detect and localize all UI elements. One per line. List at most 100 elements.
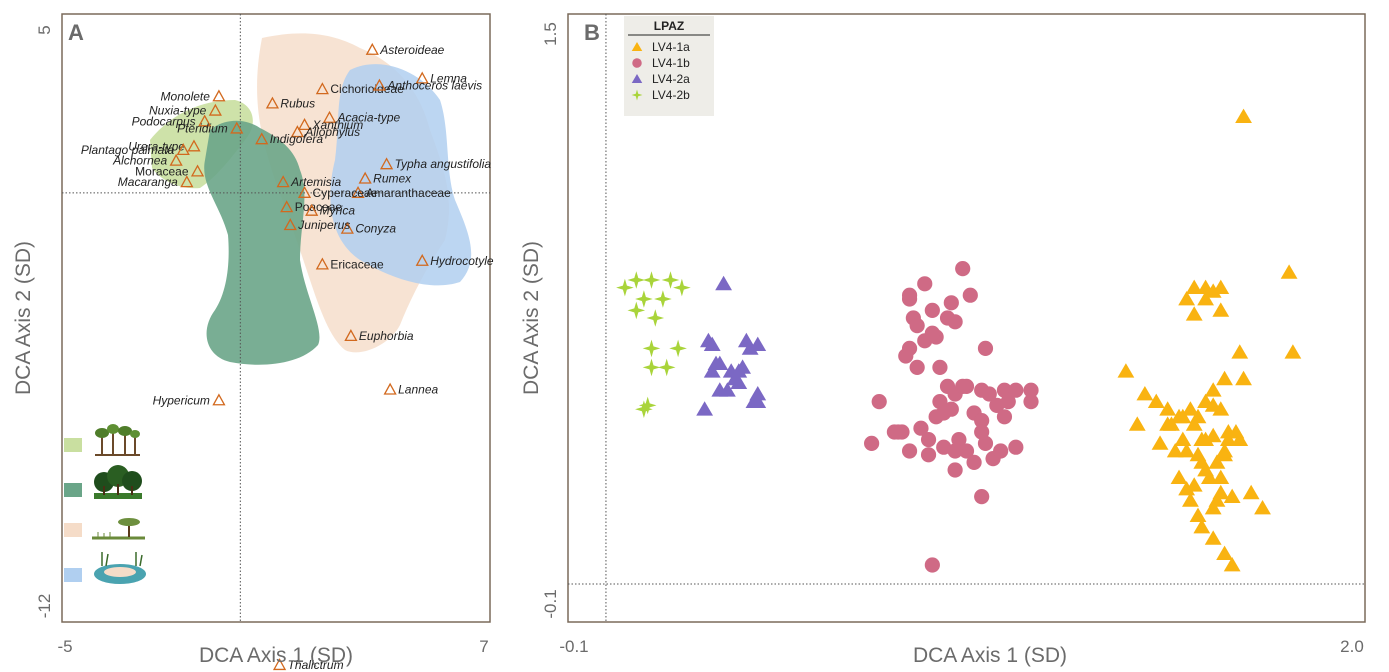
taxon-marker bbox=[272, 658, 287, 671]
data-point bbox=[924, 325, 940, 341]
taxon-marker bbox=[315, 257, 329, 270]
data-point bbox=[1023, 394, 1039, 410]
legend-label-lv4-2b: LV4-2b bbox=[652, 88, 690, 102]
data-point bbox=[974, 489, 990, 505]
forest-dense-icon bbox=[94, 465, 142, 499]
taxon-label: Indigofera bbox=[270, 132, 324, 146]
data-point bbox=[616, 278, 634, 297]
data-point bbox=[1174, 431, 1192, 446]
data-point bbox=[943, 295, 959, 311]
taxon-marker bbox=[230, 121, 244, 134]
taxon-label: Macaranga bbox=[118, 175, 178, 189]
data-point bbox=[1208, 454, 1226, 469]
a-x-axis-title: DCA Axis 1 (SD) bbox=[199, 644, 353, 667]
data-point bbox=[955, 378, 971, 394]
data-point bbox=[928, 409, 944, 425]
data-point bbox=[898, 348, 914, 364]
region-dark-green bbox=[204, 120, 320, 365]
taxon-label: Amaranthaceae bbox=[366, 186, 451, 200]
data-point bbox=[913, 420, 929, 436]
legend-marker-lv4-2b bbox=[631, 89, 643, 101]
data-point bbox=[958, 443, 975, 459]
taxon-label: Nuxia-type bbox=[149, 104, 207, 118]
data-point bbox=[1178, 291, 1196, 306]
series-lv4-2b bbox=[616, 271, 691, 418]
data-point bbox=[673, 278, 691, 297]
data-point bbox=[1185, 306, 1203, 321]
data-point bbox=[1223, 488, 1241, 503]
data-point bbox=[1231, 431, 1249, 446]
taxon-marker bbox=[358, 171, 372, 184]
data-point bbox=[1023, 382, 1039, 398]
data-point bbox=[1182, 492, 1199, 507]
data-point bbox=[1231, 344, 1249, 359]
taxon-label: Typha angustifolia bbox=[395, 157, 492, 171]
forest-open-icon bbox=[95, 424, 140, 456]
data-point bbox=[1189, 446, 1207, 462]
taxon-label: Monolete bbox=[161, 89, 211, 103]
data-point bbox=[947, 443, 963, 459]
data-point bbox=[711, 382, 729, 397]
taxon-marker bbox=[297, 118, 312, 131]
data-point bbox=[1212, 484, 1230, 500]
data-point bbox=[1117, 363, 1135, 378]
data-point bbox=[657, 358, 676, 377]
data-point bbox=[642, 358, 661, 377]
data-point bbox=[1212, 401, 1230, 416]
data-point bbox=[715, 275, 733, 291]
data-point bbox=[993, 443, 1009, 459]
data-point bbox=[1008, 382, 1024, 398]
legend-label-lv4-2a: LV4-2a bbox=[652, 72, 690, 86]
series-lv4-1b bbox=[864, 261, 1039, 573]
data-point bbox=[654, 290, 672, 308]
b-x-tick-max: 2.0 bbox=[1340, 637, 1364, 656]
data-point bbox=[1200, 469, 1218, 484]
taxon-marker bbox=[383, 382, 397, 395]
data-point bbox=[962, 287, 978, 303]
data-point bbox=[977, 340, 994, 356]
legend-swatch-light-green bbox=[64, 438, 82, 452]
data-point bbox=[1235, 108, 1252, 123]
data-point bbox=[1170, 408, 1188, 424]
legend-swatch-peach bbox=[64, 523, 82, 537]
taxon-marker bbox=[340, 221, 354, 234]
data-point bbox=[947, 462, 963, 478]
data-point bbox=[890, 424, 906, 440]
panel-b: B LPAZ LV4-1a LV4-1b LV4-2a LV4-2b 1.5 -0.1… bbox=[520, 13, 1366, 667]
taxon-label: Rubus bbox=[280, 96, 315, 110]
data-point bbox=[1166, 443, 1184, 458]
taxon-marker bbox=[276, 175, 290, 188]
taxon-label: Xanthium bbox=[312, 118, 364, 132]
data-point bbox=[1182, 401, 1199, 416]
data-point bbox=[1223, 557, 1241, 572]
plot-frame-a bbox=[61, 13, 491, 623]
taxon-label: Thalictrum bbox=[288, 658, 344, 672]
lpaz-legend: LPAZ LV4-1a LV4-1b LV4-2a LV4-2b bbox=[624, 16, 714, 116]
data-point bbox=[996, 409, 1013, 425]
data-point bbox=[646, 309, 665, 327]
data-point bbox=[642, 339, 661, 358]
taxon-label: Plantago palmata bbox=[81, 143, 175, 157]
wetland-icon bbox=[94, 552, 146, 584]
data-point bbox=[920, 447, 937, 463]
data-point bbox=[1147, 393, 1165, 408]
data-point bbox=[1284, 344, 1302, 359]
taxon-label: Allophylus bbox=[304, 125, 360, 139]
taxon-marker bbox=[176, 143, 190, 156]
taxon-label: Conyza bbox=[355, 222, 396, 236]
taxon-marker bbox=[305, 203, 319, 216]
b-x-tick-min: -0.1 bbox=[559, 637, 588, 656]
data-point bbox=[1159, 416, 1177, 431]
taxon-label: Pteridium bbox=[177, 121, 228, 135]
data-point bbox=[1197, 462, 1214, 477]
data-point bbox=[909, 359, 925, 375]
taxon-marker bbox=[265, 96, 280, 109]
taxon-marker bbox=[169, 153, 183, 166]
taxon-label: Moraceae bbox=[135, 164, 189, 178]
taxa-points: Asteroideae Lemna CichorioideaeAnthoceros … bbox=[81, 43, 494, 672]
data-point bbox=[1008, 439, 1024, 455]
data-point bbox=[1185, 416, 1203, 431]
data-point bbox=[1204, 500, 1222, 515]
taxon-marker bbox=[212, 89, 226, 102]
